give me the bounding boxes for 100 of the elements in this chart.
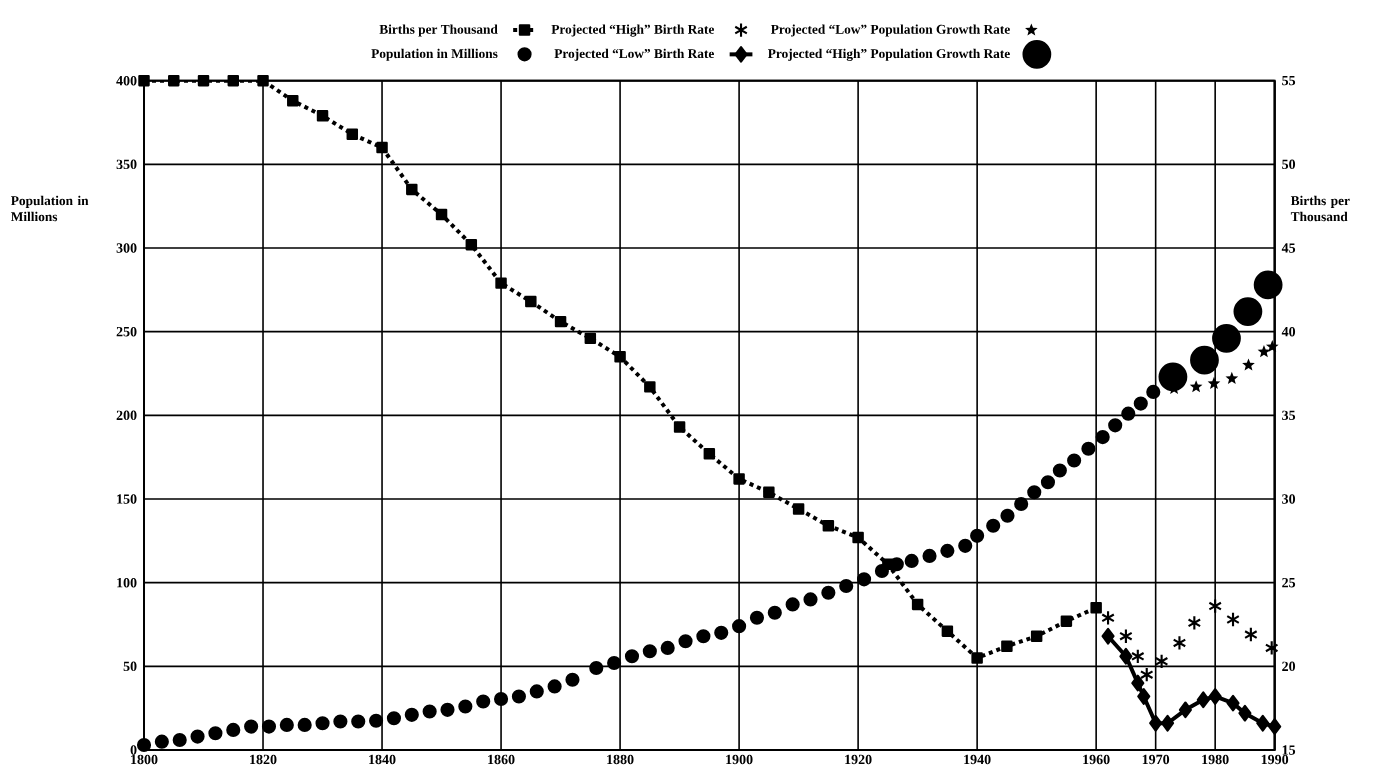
- point: [1030, 630, 1043, 642]
- y2-tick-label: 25: [1282, 577, 1296, 588]
- point: [1119, 628, 1133, 644]
- y-tick-label: 0: [130, 745, 137, 755]
- point: [1212, 323, 1241, 353]
- point: [1264, 640, 1279, 656]
- y2-tick-label: 55: [1282, 76, 1296, 86]
- point: [1257, 345, 1271, 358]
- y-tick-label: 50: [123, 661, 137, 672]
- point: [495, 277, 507, 289]
- y-tick-label: 350: [116, 159, 137, 170]
- point: [822, 520, 835, 532]
- point: [1137, 688, 1151, 705]
- point: [1208, 688, 1222, 705]
- x-tick-label: 1900: [726, 754, 753, 765]
- point: [1233, 297, 1263, 326]
- point: [257, 74, 269, 87]
- point: [1226, 694, 1240, 712]
- point: [1187, 615, 1202, 631]
- x-tick-label: 1840: [369, 754, 396, 765]
- point: [1208, 598, 1223, 614]
- point: [1101, 627, 1115, 645]
- point: [584, 332, 597, 345]
- legend-label: Population in Millions: [371, 48, 498, 61]
- y-tick-label: 100: [117, 577, 137, 588]
- point: [1225, 371, 1239, 384]
- point: [554, 315, 567, 328]
- point: [1196, 691, 1210, 709]
- point: [1001, 640, 1013, 652]
- point: [197, 74, 210, 87]
- point: [1178, 701, 1192, 719]
- point: [227, 74, 239, 87]
- point: [1256, 714, 1270, 732]
- x-tick-label: 1940: [964, 754, 991, 765]
- point: [1238, 704, 1252, 722]
- x-tick-label: 1980: [1202, 754, 1229, 765]
- point: [1189, 380, 1203, 393]
- point: [1253, 270, 1283, 300]
- x-tick-label: 1800: [131, 754, 158, 765]
- point: [1101, 610, 1115, 626]
- y2-tick-label: 45: [1281, 243, 1296, 253]
- y2-tick-label: 15: [1282, 745, 1296, 755]
- legend-label: Projected “High” Population Growth Rate: [767, 48, 1010, 61]
- x-tick-label: 1880: [607, 754, 634, 765]
- x-tick-label: 1820: [250, 754, 277, 765]
- point: [1160, 714, 1175, 732]
- x-tick-label: 1920: [845, 754, 872, 765]
- point: [435, 208, 448, 221]
- point: [1154, 653, 1169, 670]
- point: [1090, 602, 1102, 614]
- point: [406, 183, 418, 196]
- point: [168, 74, 180, 87]
- point: [376, 141, 388, 154]
- point: [792, 503, 805, 515]
- y-tick-label: 300: [116, 243, 137, 253]
- point: [852, 531, 864, 544]
- point: [644, 381, 656, 393]
- point: [1226, 611, 1240, 628]
- y-tick-label: 250: [116, 326, 137, 337]
- y-tick-label: 200: [116, 410, 137, 421]
- point: [1158, 362, 1188, 392]
- x-tick-label: 1860: [488, 754, 515, 765]
- y2-tick-label: 30: [1282, 494, 1296, 504]
- point: [911, 598, 924, 611]
- point: [1139, 666, 1154, 683]
- y2-tick-label: 35: [1282, 410, 1296, 421]
- legend-label: Projected “Low” Birth Rate: [554, 48, 714, 61]
- point: [614, 351, 626, 363]
- point: [733, 473, 745, 485]
- point: [1130, 648, 1145, 665]
- y2-axis-title: Births per Thousand: [1290, 195, 1350, 222]
- point: [465, 238, 478, 251]
- y2-tick-label: 40: [1281, 326, 1296, 337]
- y-tick-label: 400: [116, 75, 137, 86]
- point: [1172, 635, 1187, 651]
- y-tick-label: 150: [117, 494, 137, 504]
- legend-label: Births per Thousand: [379, 24, 498, 37]
- point: [525, 295, 537, 308]
- point: [1268, 718, 1282, 735]
- point: [316, 110, 329, 122]
- point: [138, 74, 150, 87]
- point: [1244, 626, 1258, 643]
- point: [1207, 376, 1221, 389]
- legend-label: Projected “Low” Population Growth Rate: [770, 24, 1010, 37]
- point: [1242, 358, 1255, 371]
- point: [941, 625, 954, 637]
- y2-tick-label: 50: [1282, 159, 1296, 170]
- point: [1060, 615, 1073, 627]
- point: [1149, 714, 1163, 732]
- y-axis-title: Population in Millions: [11, 195, 89, 222]
- point: [1190, 345, 1219, 375]
- point: [346, 128, 359, 140]
- y2-tick-label: 20: [1282, 661, 1296, 672]
- point: [1119, 647, 1133, 665]
- x-tick-label: 1970: [1142, 754, 1170, 765]
- point: [971, 652, 983, 664]
- point: [763, 486, 775, 499]
- point: [673, 421, 686, 433]
- point: [287, 95, 299, 107]
- legend-label: Projected “High” Birth Rate: [551, 24, 714, 37]
